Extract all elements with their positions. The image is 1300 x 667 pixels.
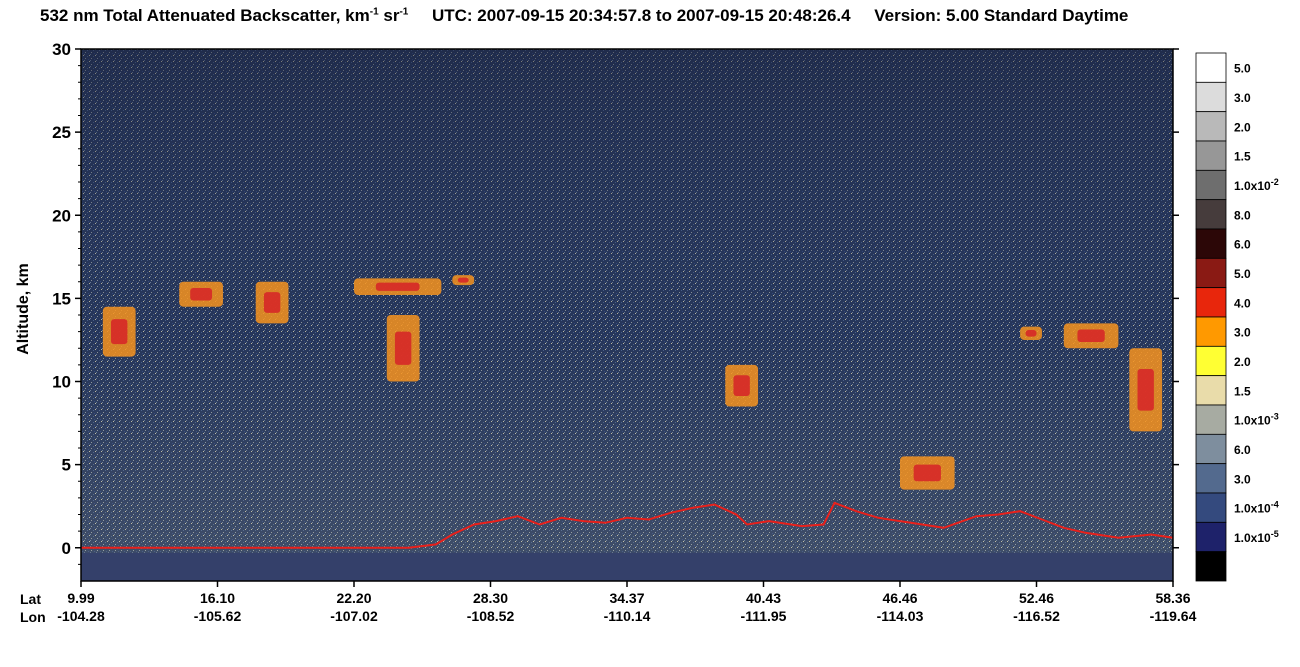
colorbar-label: 2.0: [1234, 120, 1251, 134]
x-tick-lat: 22.20: [336, 590, 371, 606]
x-tick-lon: -114.03: [877, 608, 924, 624]
title-unit-sr: sr: [378, 6, 400, 25]
colorbar-cell: [1195, 463, 1227, 494]
colorbar-label: 1.0x10-2: [1234, 177, 1279, 193]
colorbar-label: 4.0: [1234, 296, 1251, 310]
cloud-core-7: [913, 464, 941, 482]
x-tick-lon: -116.52: [1013, 608, 1060, 624]
colorbar-label: 3.0: [1234, 472, 1251, 486]
plot-shading: [81, 49, 1173, 581]
colorbar-cell: [1195, 521, 1227, 553]
cloud-core-2: [263, 292, 281, 313]
y-tick-label: 15: [52, 289, 71, 308]
y-tick-label: 0: [62, 539, 71, 558]
colorbar-label: 1.5: [1234, 384, 1251, 398]
subsurface-band: [81, 552, 1173, 581]
x-tick-lat: 9.99: [67, 590, 94, 606]
colorbar-label: 1.0x10-5: [1234, 529, 1279, 545]
colorbar-label: 1.0x10-3: [1234, 412, 1279, 428]
cloud-core-6: [733, 375, 750, 397]
x-tick-lon: -107.02: [330, 608, 378, 624]
colorbar-cell: [1195, 199, 1227, 230]
x-tick-labels: 9.99 -104.28 16.10 -105.62 22.20 -107.02 28.30…: [57, 581, 1197, 624]
colorbar-label: 6.0: [1234, 443, 1251, 457]
colorbar-label: 1.5: [1234, 150, 1251, 164]
x-tick-lat: 28.30: [473, 590, 508, 606]
lon-row-label: Lon: [20, 609, 46, 625]
title-version: Version: 5.00 Standard Daytime: [874, 6, 1129, 25]
x-tick-lat: 16.10: [200, 590, 235, 606]
colorbar-label: 1.0x10-4: [1234, 500, 1279, 516]
x-tick-lon: -108.52: [467, 608, 515, 624]
title-main: 532 nm Total Attenuated Backscatter, km: [40, 6, 370, 25]
x-tick-lon: -104.28: [57, 608, 105, 624]
y-tick-label: 10: [52, 373, 71, 392]
chart-title: 532 nm Total Attenuated Backscatter, km-…: [40, 6, 1290, 36]
cloud-core-1: [190, 287, 213, 301]
title-unit-exp1: -1: [369, 6, 379, 18]
colorbar-label: 5.0: [1234, 267, 1251, 281]
cloud-core-5: [457, 277, 469, 283]
x-tick-lat: 34.37: [609, 590, 644, 606]
lat-row-label: Lat: [20, 591, 41, 607]
x-tick-lon: -111.95: [741, 608, 787, 624]
plot-area: [81, 49, 1173, 581]
y-tick-label: 25: [52, 123, 71, 142]
x-tick-lat: 46.46: [882, 590, 917, 606]
cloud-core-3: [375, 282, 420, 291]
surface-line-group: [81, 501, 1174, 549]
colorbar-cell: [1195, 345, 1227, 377]
colorbar-cell: [1195, 287, 1227, 318]
colorbar-label: 3.0: [1234, 91, 1251, 105]
colorbar-cell: [1195, 551, 1227, 582]
colorbar-cell: [1195, 316, 1227, 347]
colorbar-cell: [1195, 228, 1227, 259]
colorbar-label-exp: -5: [1271, 529, 1279, 539]
y-tick-label: 30: [52, 40, 71, 59]
colorbar-cell: [1195, 111, 1227, 142]
cloud-core-9: [1077, 329, 1105, 343]
x-tick-lon: -119.64: [1150, 608, 1197, 624]
surface-line: [81, 501, 1174, 549]
colorbar-cell: [1195, 140, 1227, 171]
colorbar-label: 3.0: [1234, 326, 1251, 340]
y-tick-label: 5: [62, 456, 71, 475]
cloud-core-0: [111, 319, 128, 345]
colorbar-cell: [1195, 81, 1227, 113]
axes: 0 5 10 15 20 25 30: [52, 40, 1179, 582]
colorbar-label-exp: -4: [1271, 500, 1279, 510]
colorbar-label: 8.0: [1234, 208, 1251, 222]
x-tick-lat: 58.36: [1155, 590, 1190, 606]
cloud-core-4: [394, 331, 412, 365]
cloud-core-8: [1025, 329, 1037, 337]
colorbar-cell: [1195, 169, 1227, 201]
colorbar: 5.0 3.0 2.0 1.5 1.0x10-2 8.0 6.0 5.0 4.0 3.0 2.0 1.…: [1195, 52, 1279, 582]
y-tick-label: 20: [52, 206, 71, 225]
x-tick-lon: -110.14: [604, 608, 651, 624]
colorbar-cell: [1195, 257, 1227, 289]
colorbar-cell: [1195, 52, 1227, 83]
x-tick-lon: -105.62: [194, 608, 242, 624]
colorbar-label-exp: -3: [1271, 412, 1279, 422]
cloud-core-10: [1137, 369, 1154, 411]
x-tick-lat: 52.46: [1019, 590, 1054, 606]
colorbar-label: 6.0: [1234, 238, 1251, 252]
colorbar-label: 2.0: [1234, 355, 1251, 369]
title-utc: UTC: 2007-09-15 20:34:57.8 to 2007-09-15…: [431, 6, 851, 25]
x-tick-lat: 40.43: [746, 590, 781, 606]
colorbar-cell: [1195, 375, 1227, 406]
colorbar-label: 5.0: [1234, 62, 1251, 76]
colorbar-label-exp: -2: [1271, 177, 1279, 187]
colorbar-cell: [1195, 492, 1227, 523]
colorbar-cell: [1195, 433, 1227, 465]
colorbar-cell: [1195, 404, 1227, 435]
title-unit-exp2: -1: [399, 6, 409, 18]
